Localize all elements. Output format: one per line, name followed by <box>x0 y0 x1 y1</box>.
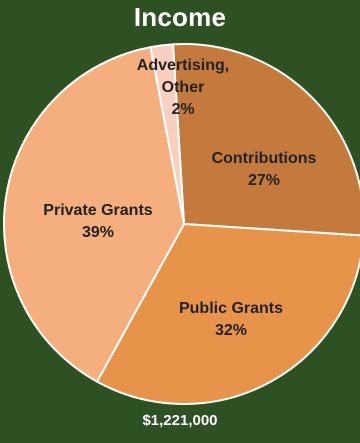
slice-label-1: Contributions 27% <box>212 150 317 189</box>
chart-title: Income <box>133 2 227 32</box>
slice-category-label: Contributions <box>212 150 317 167</box>
pie-slice-2 <box>95 222 360 405</box>
slice-label-4: Advertising, Other 2% <box>137 57 229 118</box>
pie-slice-4 <box>149 43 185 225</box>
slice-percent-label: 39% <box>82 224 114 241</box>
pie-slice-1 <box>171 43 360 237</box>
slice-percent-label: 32% <box>215 322 247 339</box>
slice-label-2: Public Grants 32% <box>179 300 283 339</box>
total-amount: $1,221,000 <box>142 412 218 429</box>
slice-percent-label: 2% <box>171 101 194 118</box>
slice-category-label: Other <box>162 79 205 96</box>
slice-label-3: Private Grants 39% <box>43 202 152 241</box>
slice-category-label: Private Grants <box>43 202 152 219</box>
slice-category-label: Advertising, <box>137 57 229 74</box>
slice-percent-label: 27% <box>248 172 280 189</box>
pie-slice-3 <box>3 45 186 383</box>
slice-category-label: Public Grants <box>179 300 283 317</box>
